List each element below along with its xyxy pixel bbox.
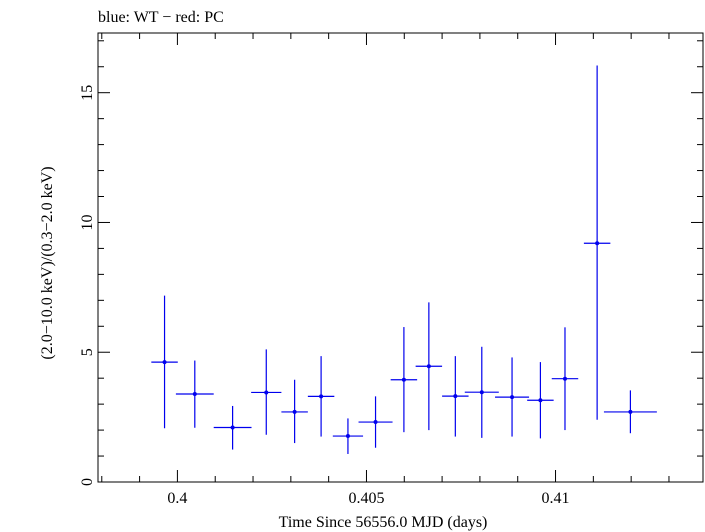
point-marker: [453, 394, 458, 399]
point-marker: [562, 376, 567, 381]
y-axis-label: (2.0−10.0 keV)/(0.3−2.0 keV): [39, 166, 56, 359]
chart-title: blue: WT − red: PC: [98, 9, 224, 26]
x-tick-label: 0.4: [167, 490, 187, 507]
point-marker: [192, 392, 197, 397]
point-marker: [319, 394, 324, 399]
data-point: [603, 390, 657, 434]
data-point: [495, 357, 530, 437]
data-point: [281, 379, 308, 444]
data-point: [332, 418, 364, 454]
y-tick-label: 15: [79, 85, 96, 101]
y-tick-label: 0: [79, 478, 96, 486]
plot-frame: [97, 32, 704, 483]
data-point: [464, 346, 499, 438]
y-tick-label: 10: [79, 214, 96, 230]
point-marker: [426, 364, 431, 369]
point-marker: [628, 409, 633, 414]
x-tick-label: 0.405: [348, 490, 384, 507]
data-point: [527, 362, 554, 439]
point-marker: [292, 409, 297, 414]
data-point: [213, 405, 252, 450]
point-marker: [595, 241, 600, 246]
data-point: [551, 327, 579, 431]
point-marker: [230, 425, 235, 430]
data-point: [583, 65, 611, 420]
data-points: [151, 65, 657, 454]
data-point: [251, 349, 282, 435]
x-tick-label: 0.41: [542, 490, 570, 507]
data-point: [358, 396, 393, 448]
data-point: [175, 360, 214, 428]
data-point: [390, 327, 418, 433]
point-marker: [479, 390, 484, 395]
data-point: [442, 356, 469, 437]
point-marker: [345, 434, 350, 439]
y-tick-label: 5: [79, 348, 96, 356]
axis-ticks: 0.4 0.405 0.41 0 5 10 15: [79, 33, 703, 507]
data-point: [151, 295, 178, 429]
point-marker: [510, 395, 515, 400]
point-marker: [264, 390, 269, 395]
data-point: [307, 356, 335, 437]
point-marker: [401, 377, 406, 382]
point-marker: [162, 360, 167, 365]
point-marker: [373, 420, 378, 425]
data-point: [415, 302, 443, 431]
x-axis-label: Time Since 56556.0 MJD (days): [279, 514, 488, 531]
point-marker: [538, 398, 543, 403]
